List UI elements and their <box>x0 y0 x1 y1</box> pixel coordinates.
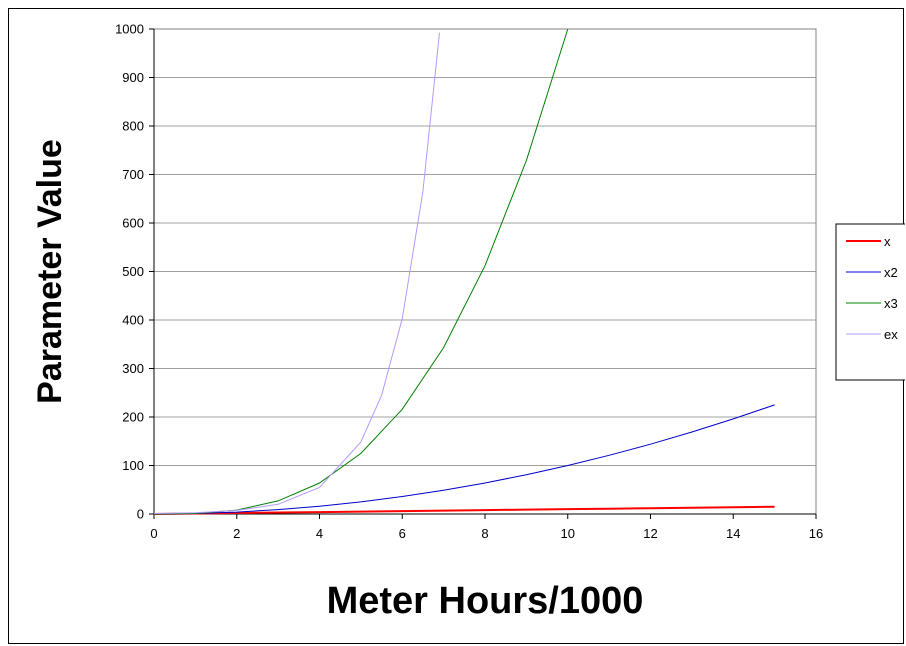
gridlines <box>154 28 816 466</box>
y-tick-label: 800 <box>122 119 144 134</box>
x-tick-label: 14 <box>726 526 740 541</box>
y-tick-label: 300 <box>122 361 144 376</box>
y-tick-label: 100 <box>122 458 144 473</box>
legend-label-x3: x3 <box>884 296 898 311</box>
x-tick-label: 10 <box>561 526 575 541</box>
series-line-x2 <box>153 404 775 515</box>
x-tick-label: 12 <box>643 526 657 541</box>
x-axis-title: Meter Hours/1000 <box>327 580 644 622</box>
chart-frame: 0 100 200 300 400 500 600 700 800 900 1000 0 2 4 6 8 10 1… <box>8 8 905 644</box>
x-tick-label: 4 <box>316 526 323 541</box>
legend-label-x2: x2 <box>884 265 898 280</box>
series-layer <box>153 28 775 515</box>
series-line-x <box>153 505 775 515</box>
series-line-ex <box>153 32 440 514</box>
x-tick-label: 0 <box>150 526 157 541</box>
legend: x x2 x3 ex <box>835 223 905 381</box>
line-chart: 0 100 200 300 400 500 600 700 800 900 1000 0 2 4 6 8 10 1… <box>31 22 905 622</box>
y-tick-label: 0 <box>137 507 144 522</box>
y-tick-label: 1000 <box>115 22 144 37</box>
y-tick-label: 200 <box>122 410 144 425</box>
y-tick-label: 500 <box>122 264 144 279</box>
x-tick-label: 16 <box>809 526 823 541</box>
y-tick-label: 900 <box>122 70 144 85</box>
y-axis-title: Parameter Value <box>31 139 69 404</box>
y-tick-label: 400 <box>122 313 144 328</box>
y-tick-label: 700 <box>122 167 144 182</box>
legend-box <box>835 223 905 381</box>
legend-label-ex: ex <box>884 327 898 342</box>
x-tick-label: 6 <box>399 526 406 541</box>
legend-label-x: x <box>884 234 891 249</box>
x-tick-label: 2 <box>233 526 240 541</box>
x-tick-label: 8 <box>481 526 488 541</box>
y-tick-label: 600 <box>122 216 144 231</box>
axes: 0 100 200 300 400 500 600 700 800 900 1000 0 2 4 6 8 10 1… <box>115 22 823 542</box>
